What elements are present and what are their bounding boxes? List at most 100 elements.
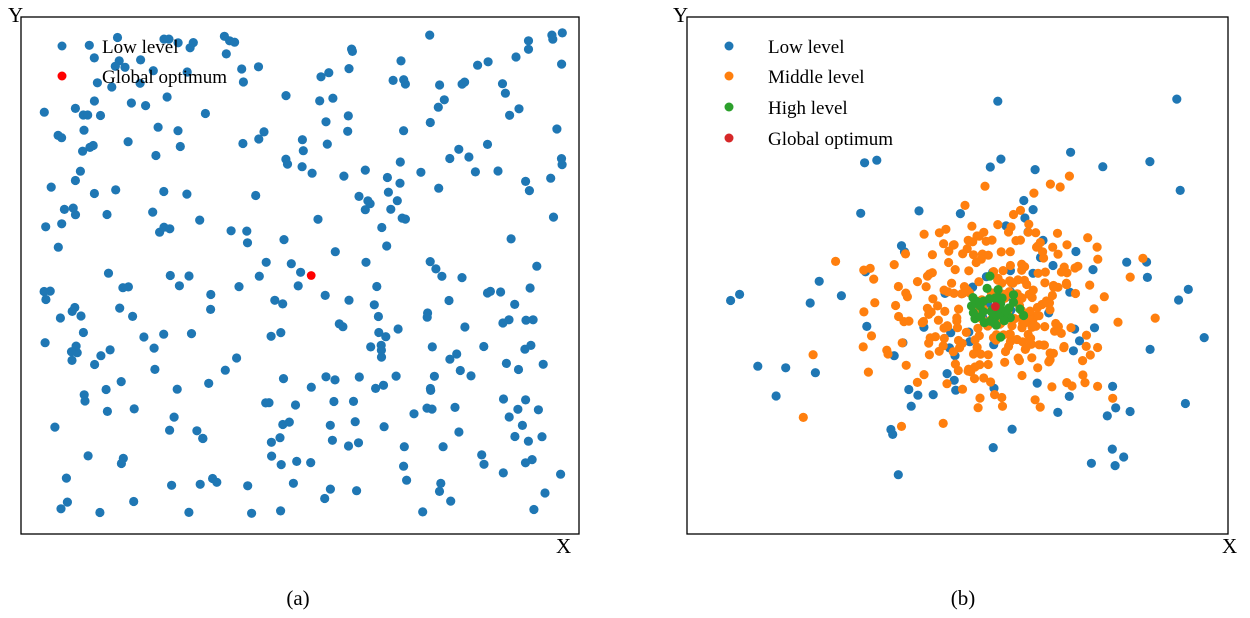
middle-level-point-b <box>952 323 963 333</box>
low-level-point-a <box>221 49 231 59</box>
low-level-point-a <box>149 343 159 353</box>
low-level-point-b <box>771 391 781 401</box>
middle-level-point-b <box>866 331 877 341</box>
middle-level-point-b <box>1005 247 1015 257</box>
global-optimum-point-a <box>306 271 316 280</box>
low-level-point-a <box>251 190 261 201</box>
low-level-point-b <box>1142 272 1152 282</box>
middle-level-point-b <box>933 315 944 325</box>
low-level-point-a <box>455 365 465 376</box>
middle-level-point-b <box>944 257 954 268</box>
middle-level-point-b <box>1085 280 1095 290</box>
low-level-point-a <box>434 183 444 193</box>
low-level-point-a <box>548 34 558 44</box>
low-level-point-a <box>204 378 214 388</box>
low-level-point-a <box>521 315 531 325</box>
middle-level-point-b <box>942 379 952 389</box>
low-level-point-b <box>896 241 907 251</box>
low-level-point-a <box>460 322 470 332</box>
low-level-point-a <box>382 172 392 183</box>
low-level-point-a <box>195 479 205 489</box>
x-axis-label-b: X <box>1222 534 1237 558</box>
low-level-point-b <box>860 158 870 168</box>
low-level-point-a <box>506 234 516 244</box>
low-level-point-a <box>436 478 446 488</box>
middle-level-point-b <box>1029 188 1039 198</box>
low-level-point-a <box>377 222 387 233</box>
low-level-point-a <box>325 484 335 494</box>
low-level-point-a <box>511 52 521 62</box>
low-level-point-b <box>1125 406 1135 417</box>
low-level-point-b <box>1107 444 1117 454</box>
low-level-point-b <box>1068 346 1078 356</box>
low-level-point-a <box>76 311 86 321</box>
low-level-point-b <box>951 385 961 395</box>
middle-level-point-b <box>942 321 952 331</box>
middle-level-point-b <box>928 294 938 304</box>
low-level-point-a <box>139 332 149 342</box>
middle-level-point-b <box>974 277 984 287</box>
low-level-point-a <box>316 72 326 82</box>
middle-level-point-b <box>979 373 989 383</box>
low-level-point-b <box>993 96 1003 106</box>
middle-level-point-b <box>990 390 1000 400</box>
low-level-point-a <box>165 224 175 234</box>
low-level-point-a <box>399 442 409 452</box>
middle-level-point-b <box>1045 305 1055 315</box>
middle-level-point-b <box>1020 262 1030 272</box>
low-level-point-a <box>220 365 230 375</box>
low-level-point-a <box>129 496 139 507</box>
middle-level-point-b <box>943 287 953 297</box>
low-level-point-a <box>118 283 128 293</box>
middle-level-point-b <box>1040 322 1050 332</box>
middle-level-point-b <box>998 266 1008 276</box>
low-level-point-a <box>175 141 185 152</box>
x-axis-label-a: X <box>556 534 571 558</box>
low-level-point-b <box>1110 461 1120 471</box>
low-level-point-a <box>247 508 257 518</box>
low-level-point-a <box>523 436 534 446</box>
high-level-point-b <box>1015 304 1025 314</box>
low-level-point-a <box>548 212 559 222</box>
low-level-point-a <box>55 313 65 323</box>
middle-level-point-b <box>1055 182 1065 192</box>
high-level-point-b <box>996 332 1006 342</box>
low-level-point-a <box>354 372 364 382</box>
low-level-point-b <box>1180 398 1190 409</box>
middle-level-point-b <box>902 292 913 302</box>
middle-level-point-b <box>1020 318 1030 328</box>
low-level-point-b <box>985 162 995 172</box>
low-level-point-a <box>452 349 462 359</box>
low-level-point-a <box>517 420 528 430</box>
low-level-point-a <box>373 311 383 322</box>
low-level-point-a <box>290 400 301 410</box>
low-level-point-a <box>427 404 437 414</box>
middle-level-point-b <box>981 236 991 246</box>
low-level-point-a <box>136 55 146 65</box>
middle-level-point-b <box>1108 393 1118 403</box>
low-level-point-a <box>292 456 302 466</box>
middle-level-point-b <box>996 247 1006 257</box>
low-level-point-a <box>381 332 391 342</box>
middle-level-point-b <box>986 377 996 387</box>
middle-level-point-b <box>1081 341 1091 351</box>
middle-level-point-b <box>917 318 927 328</box>
low-level-point-a <box>437 271 447 281</box>
low-level-point-a <box>354 191 364 201</box>
low-level-point-a <box>169 412 179 422</box>
low-level-point-a <box>510 299 520 309</box>
low-level-point-a <box>159 186 169 197</box>
low-level-point-a <box>344 295 354 305</box>
middle-level-point-b <box>952 313 962 323</box>
low-level-point-a <box>372 281 382 292</box>
low-level-point-a <box>402 475 412 485</box>
middle-level-point-b <box>1048 348 1058 358</box>
middle-level-point-b <box>904 316 914 326</box>
middle-level-point-b <box>1003 227 1014 237</box>
middle-level-point-b <box>1025 335 1035 345</box>
low-level-point-a <box>528 315 538 325</box>
middle-level-point-b <box>1039 253 1049 263</box>
low-level-point-a <box>464 152 474 162</box>
middle-level-point-b <box>961 327 971 337</box>
low-level-point-a <box>360 165 370 175</box>
